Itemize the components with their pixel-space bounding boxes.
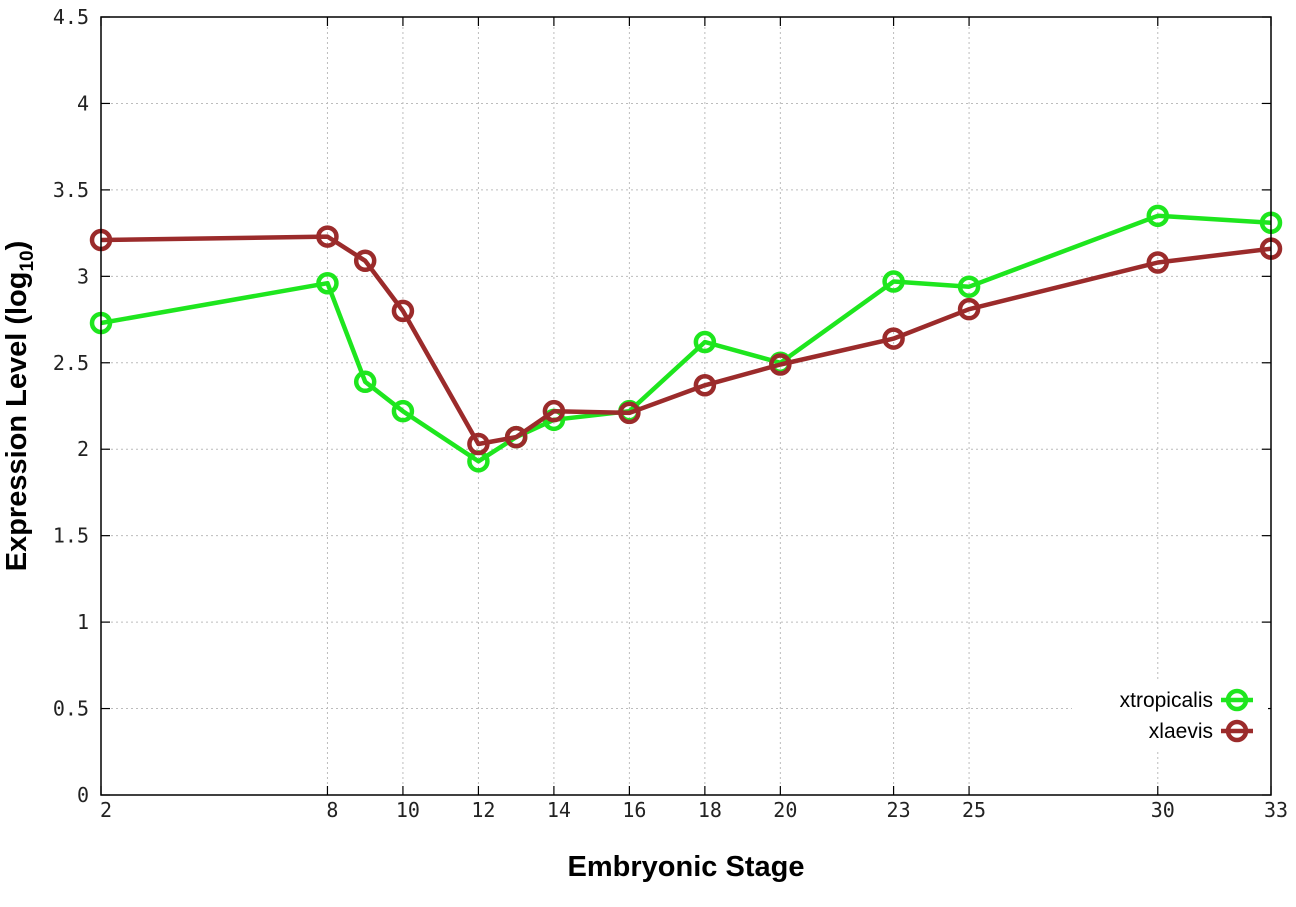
legend-label-xlaevis: xlaevis	[1149, 720, 1213, 743]
xtropicalis-point	[957, 275, 981, 298]
xtropicalis-point	[882, 270, 905, 293]
y-tick-label: 4.5	[53, 5, 89, 29]
x-axis-title: Embryonic Stage	[568, 851, 805, 883]
xtropicalis-line	[100, 213, 1272, 464]
xlaevis-point	[504, 425, 528, 449]
xtropicalis-point	[353, 370, 377, 394]
tick-labels: 0 0.5 1 1.5 2 2.5 3 3.5 4 4.5 2 8 10 12 14 16 18 20 23 25 30…	[53, 5, 1288, 822]
xlaevis-point	[391, 299, 415, 323]
xlaevis-line	[100, 234, 1272, 447]
x-tick-label: 10	[396, 798, 420, 822]
grid-lines	[101, 17, 1271, 795]
axis-ticks	[100, 16, 1272, 796]
xtropicalis-point	[1146, 204, 1170, 228]
xlaevis-point	[769, 353, 792, 376]
xlaevis-point	[542, 399, 566, 423]
x-tick-label: 2	[100, 798, 112, 822]
x-tick-label: 30	[1151, 798, 1175, 822]
x-tick-label: 18	[698, 798, 722, 822]
x-tick-label: 33	[1264, 798, 1288, 822]
legend-swatch-marker-xtropicalis	[1225, 688, 1249, 712]
x-tick-label: 25	[962, 798, 986, 822]
legend-swatch-marker-xlaevis	[1225, 719, 1249, 743]
y-axis-title-close: )	[1, 241, 33, 251]
xtropicalis-point	[391, 399, 415, 423]
x-tick-label: 23	[887, 798, 911, 822]
y-axis-title-main: Expression Level (log	[1, 272, 33, 572]
xlaevis-point	[693, 374, 717, 397]
x-tick-label: 14	[547, 798, 571, 822]
y-tick-label: 1	[77, 610, 89, 634]
xlaevis-point	[353, 249, 377, 273]
y-tick-label: 0.5	[53, 697, 89, 721]
xlaevis-point	[467, 432, 490, 456]
xtropicalis-point	[693, 330, 717, 354]
xlaevis-point	[1146, 251, 1170, 274]
y-tick-label: 4	[77, 91, 89, 115]
legend-label-xtropicalis: xtropicalis	[1120, 689, 1213, 712]
xlaevis-point	[882, 327, 905, 350]
y-axis-title: Expression Level (log10)	[1, 241, 38, 572]
y-tick-label: 1.5	[53, 524, 89, 548]
y-tick-label: 3.5	[53, 178, 89, 202]
series-xlaevis	[89, 225, 1283, 456]
xtropicalis-point	[316, 271, 339, 295]
x-tick-label: 16	[622, 798, 646, 822]
xlaevis-point	[618, 401, 641, 425]
xlaevis-point	[316, 225, 339, 248]
x-tick-label: 8	[326, 798, 338, 822]
y-tick-label: 2	[77, 437, 89, 461]
series-xtropicalis	[89, 204, 1283, 473]
x-tick-label: 20	[773, 798, 797, 822]
series-lines	[89, 204, 1283, 473]
y-tick-label: 3	[77, 264, 89, 288]
plot-frame	[100, 16, 1272, 796]
x-tick-label: 12	[471, 798, 495, 822]
xlaevis-point	[957, 297, 981, 321]
y-tick-label: 0	[77, 783, 89, 807]
y-tick-label: 2.5	[53, 351, 89, 375]
y-axis-title-subscript: 10	[17, 250, 38, 271]
legend: xtropicalis xlaevis	[1072, 680, 1268, 750]
